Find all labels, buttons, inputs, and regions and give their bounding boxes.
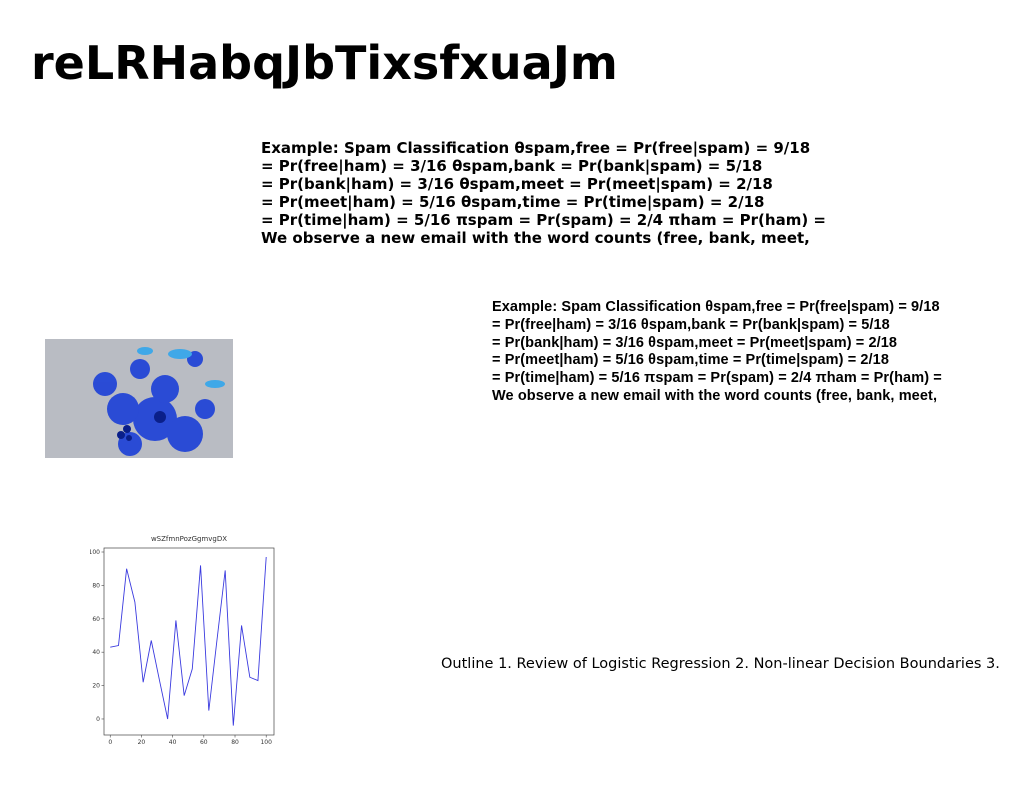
x-tick-label: 100	[260, 739, 272, 746]
text-line: = Pr(time|ham) = 5/16 πspam = Pr(spam) =…	[261, 211, 826, 229]
y-tick-label: 20	[92, 683, 100, 690]
text-line: = Pr(bank|ham) = 3/16 θspam,meet = Pr(me…	[261, 175, 773, 193]
plot-frame	[103, 547, 275, 736]
text-line: = Pr(time|ham) = 5/16 πspam = Pr(spam) =…	[492, 370, 942, 387]
x-tick-label: 0	[108, 739, 112, 746]
text-block: Example: Spam Classification θspam,free …	[492, 299, 942, 406]
text-line: = Pr(bank|ham) = 3/16 θspam,meet = Pr(me…	[492, 334, 898, 351]
outline-text: Outline 1. Review of Logistic Regression…	[441, 656, 1000, 672]
text-line: Example: Spam Classification θspam,free …	[261, 139, 811, 157]
y-tick-label: 60	[92, 616, 100, 623]
line-chart: wSZfmnPozGgmvgDX 0 20 40 60 80 100 0 20 40 60 80 10…	[90, 535, 275, 746]
text-line: We observe a new email with the word cou…	[261, 229, 810, 247]
text-line: Example: Spam Classification θspam,free …	[492, 299, 940, 315]
y-tick-label: 80	[92, 582, 100, 589]
x-tick-label: 40	[169, 739, 177, 746]
slide-title: reLRHabqJbTixsfxuaJm	[31, 36, 618, 90]
text-line: We observe a new email with the word cou…	[492, 387, 938, 404]
chart-title: wSZfmnPozGgmvgDX	[151, 535, 227, 543]
y-tick-label: 40	[92, 649, 100, 656]
text-line: = Pr(meet|ham) = 5/16 θspam,time = Pr(ti…	[492, 352, 890, 369]
y-tick-label: 100	[90, 549, 100, 556]
y-tick-label: 0	[96, 716, 100, 723]
x-tick-label: 20	[138, 739, 146, 746]
x-tick-label: 80	[231, 739, 239, 746]
text-line: = Pr(free|ham) = 3/16 θspam,bank = Pr(ba…	[492, 316, 890, 333]
data-line	[110, 556, 267, 726]
text-line: = Pr(free|ham) = 3/16 θspam,bank = Pr(ba…	[261, 157, 763, 175]
text-line: = Pr(meet|ham) = 5/16 θspam,time = Pr(ti…	[261, 193, 765, 211]
flower-image	[45, 339, 233, 458]
text-block: Example: Spam Classification θspam,free …	[261, 139, 826, 247]
x-tick-label: 60	[200, 739, 208, 746]
